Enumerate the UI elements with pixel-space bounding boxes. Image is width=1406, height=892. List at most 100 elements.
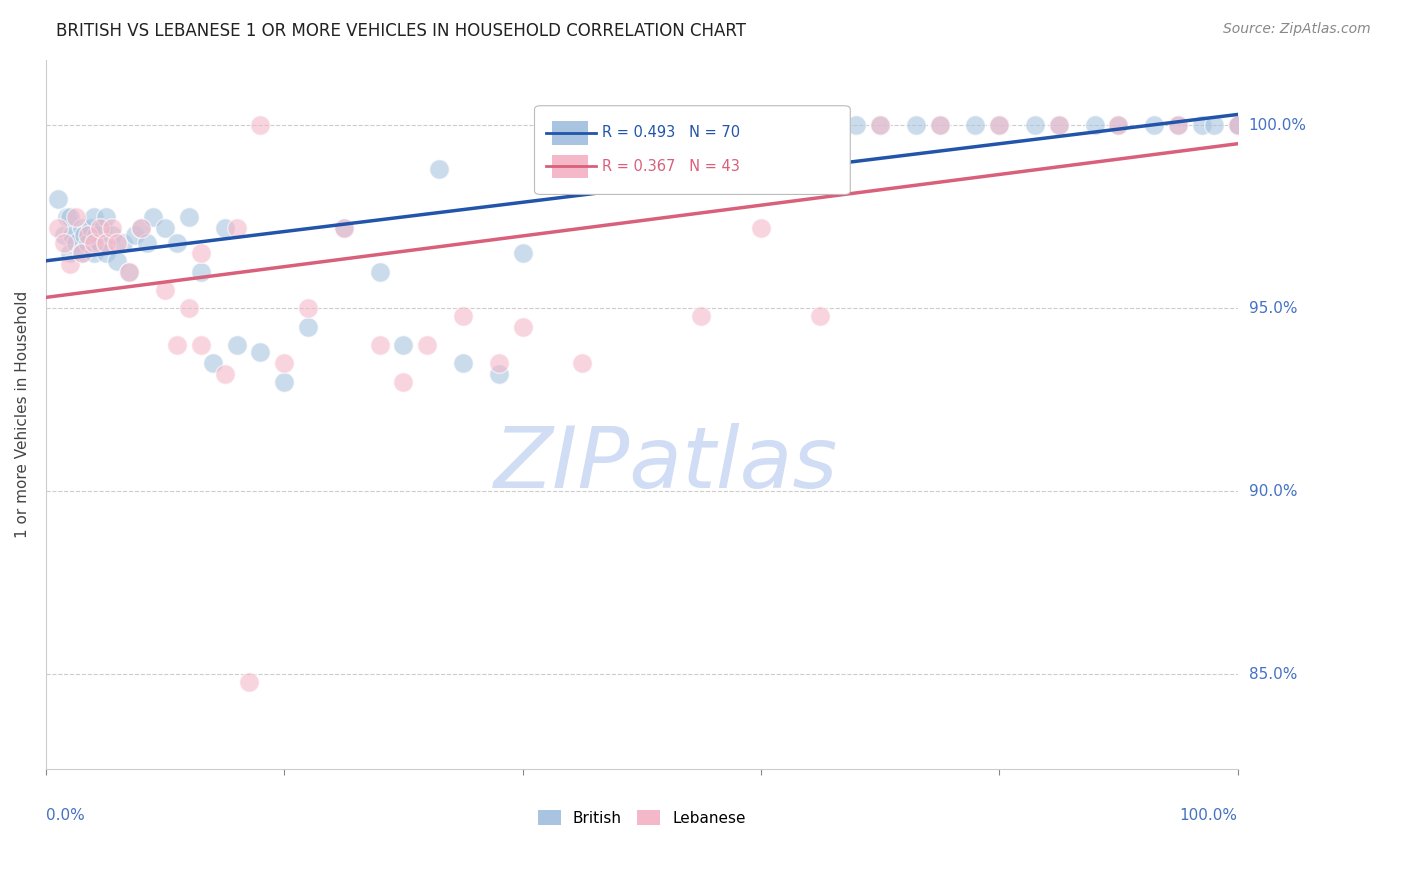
Text: R = 0.493   N = 70: R = 0.493 N = 70 (602, 125, 741, 140)
Text: 100.0%: 100.0% (1249, 118, 1306, 133)
Point (810, 309, 832, 323)
Point (451, 356, 474, 370)
Point (368, 338, 391, 352)
Point (94, 210, 117, 224)
Point (124, 228, 146, 243)
Point (60, 228, 83, 243)
Point (845, 119, 868, 133)
Point (810, 119, 832, 133)
Point (107, 253, 129, 268)
Point (988, 119, 1011, 133)
Point (76, 228, 98, 243)
Point (76, 235, 98, 250)
Point (1024, 119, 1046, 133)
Point (59, 246, 82, 260)
Point (368, 265, 391, 279)
Point (1226, 119, 1249, 133)
Point (654, 119, 676, 133)
Point (142, 210, 165, 224)
Point (100, 228, 122, 243)
Point (80, 220, 103, 235)
Point (56, 210, 79, 224)
Point (1226, 119, 1249, 133)
Point (83, 210, 105, 224)
Text: 90.0%: 90.0% (1249, 483, 1298, 499)
Point (571, 119, 593, 133)
FancyBboxPatch shape (534, 106, 851, 194)
Point (238, 674, 260, 689)
Y-axis label: 1 or more Vehicles in Household: 1 or more Vehicles in Household (15, 291, 30, 538)
Point (869, 119, 891, 133)
Point (190, 338, 212, 352)
Point (749, 119, 772, 133)
Point (630, 119, 652, 133)
Point (118, 265, 141, 279)
Point (65, 235, 87, 250)
Point (1047, 119, 1070, 133)
Point (190, 265, 212, 279)
Point (94, 246, 117, 260)
Point (1047, 119, 1070, 133)
Point (91, 220, 114, 235)
Point (201, 356, 224, 370)
Text: 95.0%: 95.0% (1249, 301, 1298, 316)
Point (392, 375, 415, 389)
Point (690, 119, 713, 133)
Point (1167, 119, 1189, 133)
Point (118, 265, 141, 279)
Point (100, 220, 122, 235)
Point (1107, 119, 1129, 133)
Legend: British, Lebanese: British, Lebanese (537, 810, 745, 825)
Point (94, 235, 117, 250)
Point (166, 338, 188, 352)
Point (83, 246, 105, 260)
Point (190, 246, 212, 260)
FancyBboxPatch shape (553, 121, 588, 145)
Text: 85.0%: 85.0% (1249, 666, 1296, 681)
Point (65, 210, 87, 224)
Point (488, 368, 510, 382)
Point (214, 368, 236, 382)
Point (392, 338, 415, 352)
Point (59, 257, 82, 271)
Point (749, 220, 772, 235)
Point (988, 119, 1011, 133)
Point (153, 283, 176, 297)
Point (451, 309, 474, 323)
Point (89, 220, 111, 235)
Point (214, 220, 236, 235)
Point (1167, 119, 1189, 133)
Point (630, 119, 652, 133)
Point (928, 119, 950, 133)
Point (166, 235, 188, 250)
Point (333, 220, 356, 235)
Point (52, 235, 75, 250)
Text: ZIPatlas: ZIPatlas (494, 423, 838, 506)
Point (225, 338, 247, 352)
Point (70, 246, 93, 260)
Point (1226, 119, 1249, 133)
Point (83, 235, 105, 250)
Point (249, 119, 271, 133)
Point (73, 228, 96, 243)
Point (107, 235, 129, 250)
Point (690, 309, 713, 323)
Point (129, 220, 152, 235)
Point (52, 228, 75, 243)
Point (928, 119, 950, 133)
Point (112, 235, 135, 250)
Point (46, 220, 69, 235)
Point (965, 119, 987, 133)
Point (70, 246, 93, 260)
Text: 100.0%: 100.0% (1180, 808, 1237, 823)
Point (1083, 119, 1105, 133)
Point (136, 235, 159, 250)
Point (297, 301, 319, 316)
Point (177, 301, 200, 316)
Point (333, 220, 356, 235)
Point (869, 119, 891, 133)
Point (1191, 119, 1213, 133)
Point (427, 162, 450, 177)
Point (1107, 119, 1129, 133)
Point (297, 319, 319, 334)
